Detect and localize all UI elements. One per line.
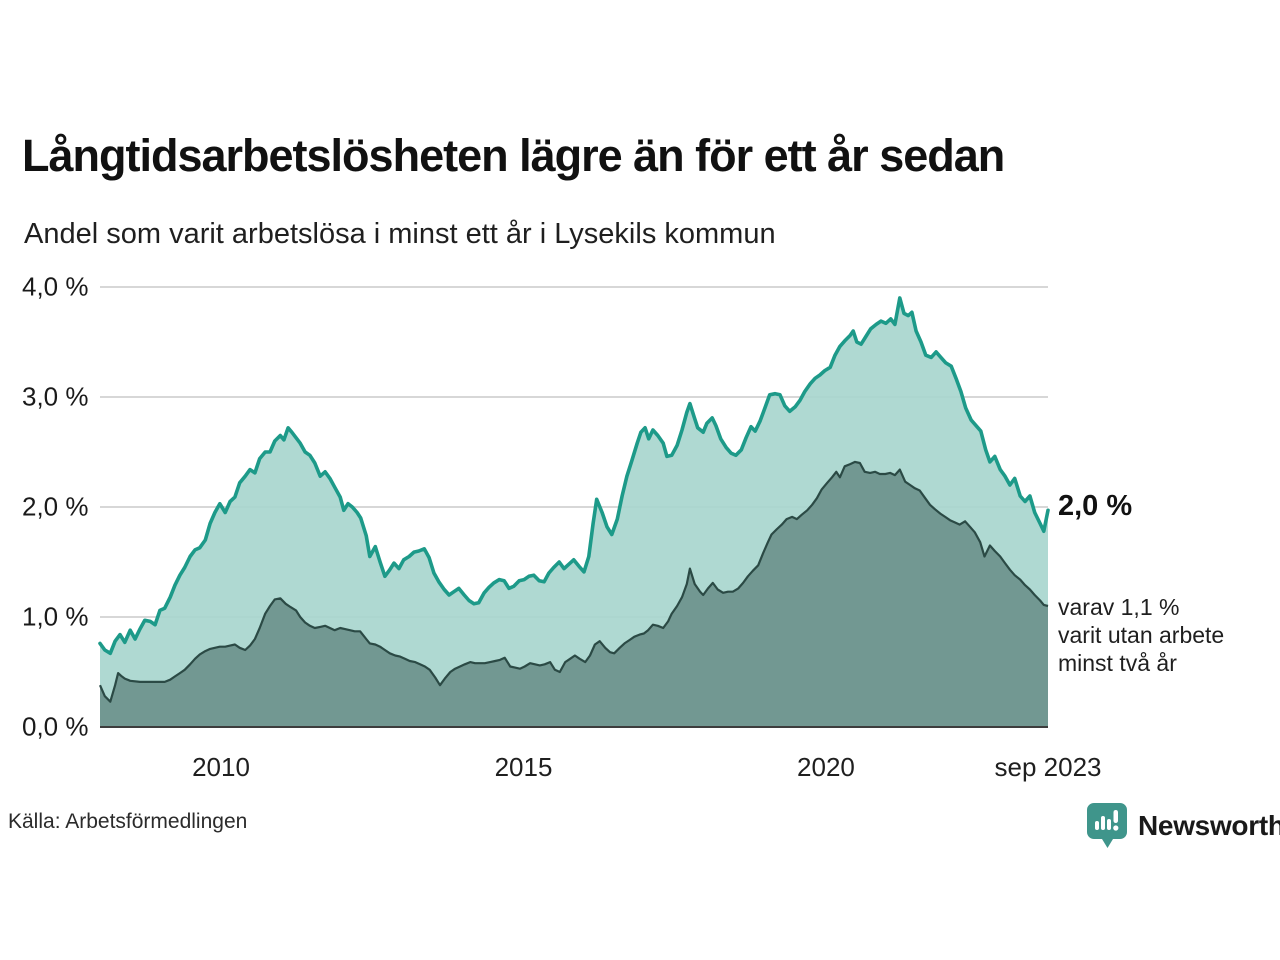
chart-subtitle: Andel som varit arbetslösa i minst ett å…	[24, 218, 776, 250]
two-year-annotation-line2: varit utan arbete	[1058, 622, 1225, 648]
x-tick-label: sep 2023	[994, 752, 1102, 782]
page-title: Långtidsarbetslösheten lägre än för ett …	[22, 130, 1005, 181]
y-tick-label: 2,0 %	[22, 491, 89, 522]
newsworthy-bubble-chart-icon	[1087, 803, 1127, 848]
x-tick-label: 2010	[192, 752, 250, 782]
y-tick-label: 3,0 %	[22, 381, 89, 412]
source-attribution: Källa: Arbetsförmedlingen	[8, 810, 248, 833]
y-tick-label: 0,0 %	[22, 711, 89, 742]
y-tick-label: 1,0 %	[22, 601, 89, 632]
area-two-years	[100, 461, 1048, 727]
two-year-annotation: varav 1,1 % varit utan arbete minst två …	[1058, 593, 1224, 677]
line-two-years	[98, 460, 1049, 703]
line-total-longterm	[98, 296, 1050, 656]
y-tick-label: 4,0 %	[22, 271, 89, 302]
latest-value-annotation: 2,0 %	[1058, 489, 1133, 522]
brand-logo: Newsworthy	[1086, 800, 1280, 852]
x-tick-label: 2015	[494, 752, 553, 782]
two-year-annotation-line1: varav 1,1 %	[1058, 594, 1180, 620]
two-year-annotation-line3: minst två år	[1058, 650, 1177, 676]
x-tick-label: 2020	[797, 752, 855, 782]
brand-name: Newsworthy	[1138, 810, 1280, 841]
